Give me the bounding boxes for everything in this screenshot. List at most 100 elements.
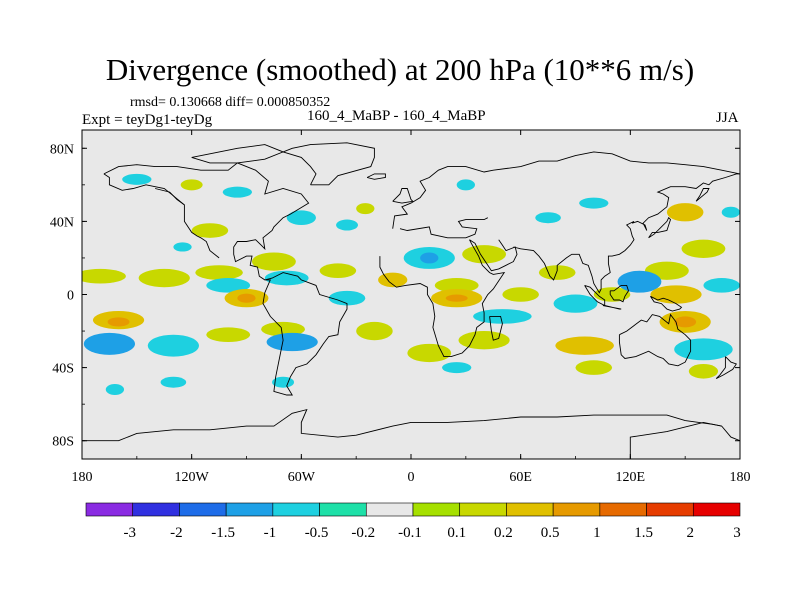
plot-background xyxy=(82,130,740,459)
contour-blob xyxy=(538,265,576,280)
colorbar-label: 3 xyxy=(733,525,741,541)
contour-blob xyxy=(502,287,539,302)
colorbar-swatch xyxy=(272,502,320,517)
colorbar-swatch xyxy=(692,502,741,517)
contour-blob xyxy=(593,287,631,302)
colorbar-label: -0.1 xyxy=(398,525,422,541)
coastline xyxy=(648,216,672,239)
contour-blob xyxy=(328,290,366,306)
contour-blob xyxy=(237,293,256,303)
contour-blob xyxy=(206,278,251,293)
contour-blob xyxy=(674,338,733,361)
x-tick-label: 120W xyxy=(175,470,210,485)
x-tick-label: 60E xyxy=(509,470,532,485)
colorbar-label: -0.5 xyxy=(305,525,329,541)
contour-blob xyxy=(442,362,472,374)
contour-blob xyxy=(420,252,439,264)
contour-blob xyxy=(83,332,136,355)
colorbar-label: 0.2 xyxy=(494,525,513,541)
contour-blob xyxy=(462,245,507,264)
contour-blob xyxy=(378,272,408,288)
coastlines xyxy=(82,142,740,459)
colorbar-swatch xyxy=(132,502,180,517)
contour-blob xyxy=(261,321,305,337)
coastline xyxy=(715,356,737,380)
coastline xyxy=(513,173,740,294)
colorbar-swatch xyxy=(646,502,694,517)
colorbar-swatch xyxy=(225,502,274,517)
coastline xyxy=(366,173,386,180)
contour-blob xyxy=(703,278,740,293)
coastline xyxy=(392,151,740,229)
colorbar-swatch xyxy=(506,502,554,517)
coastline xyxy=(609,284,629,303)
contour-blob xyxy=(222,186,252,198)
contour-blob xyxy=(553,294,598,313)
contour-blob xyxy=(180,179,203,191)
contour-blob xyxy=(264,270,309,286)
coastline xyxy=(399,217,489,239)
contour-blob xyxy=(458,331,510,350)
contour-blob xyxy=(575,360,613,375)
colorbar-label: -1.5 xyxy=(211,525,235,541)
contour-blob xyxy=(445,294,468,302)
coastline xyxy=(469,239,518,272)
contour-blob xyxy=(206,327,251,343)
contour-fills xyxy=(82,173,740,396)
coastline xyxy=(629,421,740,459)
coastline xyxy=(602,305,622,310)
colorbar-label: 0.1 xyxy=(447,525,466,541)
axis-ticks: 180 120W 60W 0 60E 120E 180 80N 40N 0 40S 80S xyxy=(50,130,751,485)
contour-blob xyxy=(650,285,702,304)
contour-blob xyxy=(617,270,662,293)
contour-blob xyxy=(336,219,358,231)
coastline xyxy=(379,239,506,358)
contour-blob xyxy=(319,263,357,279)
contour-blob xyxy=(535,212,561,224)
coastline xyxy=(82,408,722,442)
contour-blob xyxy=(266,332,318,352)
contour-blob xyxy=(356,321,393,341)
colorbar: -3 -2 -1.5 -1 -0.5 -0.2 -0.1 0.1 0.2 0.5 1 1.5 2 3 xyxy=(85,502,741,541)
contour-blob xyxy=(122,173,152,185)
colorbar-swatch xyxy=(552,502,601,517)
contour-blob xyxy=(473,309,532,324)
colorbar-swatch xyxy=(319,502,367,517)
coastline xyxy=(618,313,692,367)
colorbar-label: 0.5 xyxy=(541,525,560,541)
coastline xyxy=(154,188,185,206)
contour-blob xyxy=(555,336,614,355)
y-tick-label: 0 xyxy=(67,289,74,304)
colorbar-swatch xyxy=(599,502,647,517)
colorbar-label: -1 xyxy=(264,525,277,541)
contour-blob xyxy=(138,268,190,288)
contour-blob xyxy=(688,363,719,379)
colorbar-label: -2 xyxy=(170,525,183,541)
colorbar-label: -3 xyxy=(123,525,136,541)
coastline xyxy=(191,144,285,164)
coastline xyxy=(281,142,375,186)
colorbar-swatch xyxy=(85,502,134,517)
contour-blob xyxy=(147,334,199,357)
y-tick-label: 40N xyxy=(50,215,74,230)
season-label: JJA xyxy=(716,110,739,126)
colorbar-label: 2 xyxy=(687,525,695,541)
coastline xyxy=(695,188,710,202)
coastline xyxy=(650,295,683,312)
contour-blob xyxy=(434,278,479,293)
coastline xyxy=(103,162,348,396)
contour-blob xyxy=(195,265,243,280)
case-label: 160_4_MaBP - 160_4_MaBP xyxy=(307,108,486,124)
stats-label: rmsd= 0.130668 diff= 0.000850352 xyxy=(130,95,331,110)
colorbar-label: -0.2 xyxy=(351,525,375,541)
colorbar-swatch xyxy=(179,502,227,517)
x-tick-label: 60W xyxy=(288,470,316,485)
y-tick-label: 80N xyxy=(50,142,74,157)
contour-blob xyxy=(721,206,740,218)
contour-blob xyxy=(681,239,726,258)
colorbar-label: 1 xyxy=(593,525,601,541)
contour-blob xyxy=(105,384,125,396)
chart-title: Divergence (smoothed) at 200 hPa (10**6 … xyxy=(105,52,695,87)
x-tick-label: 0 xyxy=(408,470,415,485)
